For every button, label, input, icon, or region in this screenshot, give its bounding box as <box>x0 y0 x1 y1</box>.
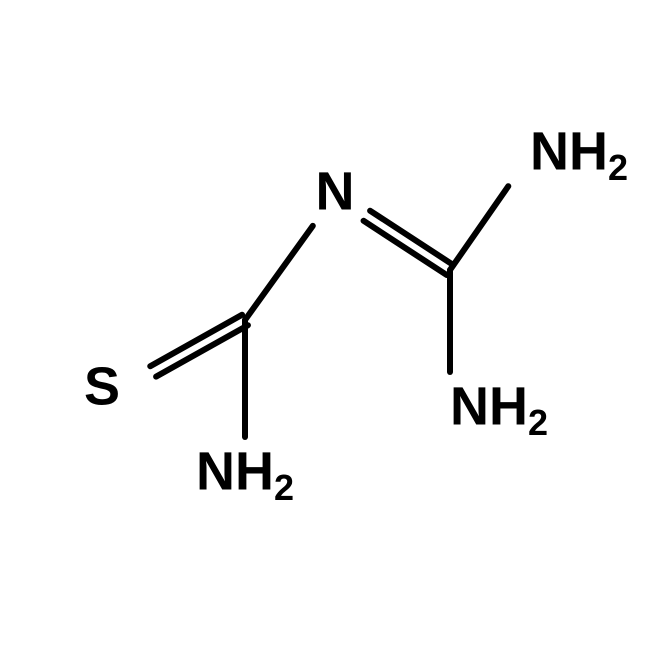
bond-line <box>370 211 453 265</box>
atom-label-S: S <box>84 356 120 416</box>
atom-subscript: 2 <box>274 467 294 508</box>
bond-line <box>156 325 248 376</box>
molecule-diagram: S NH2 N NH2 NH2 <box>0 0 650 650</box>
label-layer: S NH2 N NH2 NH2 <box>84 121 628 507</box>
bond-line <box>245 226 313 320</box>
bond-line <box>150 315 242 366</box>
atom-label-NH2_c: NH2 <box>450 376 548 442</box>
atom-label-NH2_a: NH2 <box>196 441 294 507</box>
bond-line <box>450 186 508 270</box>
atom-label-NH2_b: NH2 <box>530 121 628 187</box>
atom-subscript: 2 <box>528 402 548 443</box>
bond-line <box>364 221 447 275</box>
atom-subscript: 2 <box>608 147 628 188</box>
atom-label-N_top: N <box>316 161 355 221</box>
